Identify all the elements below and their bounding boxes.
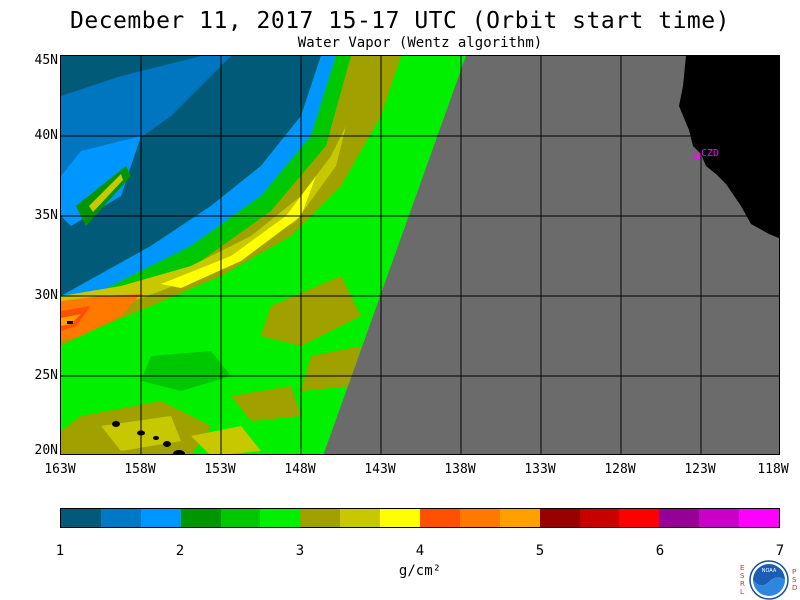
color-scale-label: 5 bbox=[535, 543, 545, 559]
lon-tick-label: 138W bbox=[444, 462, 476, 477]
color-scale-label: 6 bbox=[655, 543, 665, 559]
logo-letter: S bbox=[792, 576, 797, 584]
color-scale-swatch bbox=[220, 509, 261, 527]
logo-letter: E bbox=[740, 564, 745, 572]
lon-tick-label: 153W bbox=[204, 462, 236, 477]
lon-tick-label: 128W bbox=[604, 462, 636, 477]
color-scale-label: 3 bbox=[295, 543, 305, 559]
color-scale-swatch bbox=[100, 509, 141, 527]
hawaii-islands bbox=[67, 321, 185, 454]
color-scale-swatch bbox=[380, 509, 421, 527]
color-scale-swatch bbox=[579, 509, 620, 527]
color-scale-swatch bbox=[340, 509, 381, 527]
color-scale-swatch bbox=[499, 509, 540, 527]
color-scale-label: 1 bbox=[55, 543, 65, 559]
color-scale-swatch bbox=[420, 509, 460, 527]
color-scale-swatch bbox=[619, 509, 660, 527]
land-mass bbox=[679, 56, 779, 239]
color-scale-bar bbox=[60, 508, 780, 528]
color-scale-label: 7 bbox=[775, 543, 785, 559]
station-marker: CZD bbox=[693, 148, 719, 160]
station-label: CZD bbox=[701, 148, 719, 159]
lat-tick-label: 20N bbox=[34, 443, 58, 458]
color-scale-swatch bbox=[300, 509, 341, 527]
color-scale-swatch bbox=[180, 509, 221, 527]
lon-tick-label: 163W bbox=[44, 462, 76, 477]
water-vapor-map: CZD bbox=[60, 55, 780, 455]
lon-tick-label: 158W bbox=[124, 462, 156, 477]
logo-badge-text: NOAA bbox=[762, 568, 777, 574]
lon-tick-label: 123W bbox=[684, 462, 716, 477]
lon-tick-label: 148W bbox=[284, 462, 316, 477]
color-scale-unit: g/cm² bbox=[398, 563, 442, 579]
color-scale-swatch bbox=[739, 509, 780, 527]
color-scale-swatch bbox=[539, 509, 580, 527]
lat-tick-label: 40N bbox=[34, 128, 58, 143]
color-scale-swatch bbox=[140, 509, 181, 527]
color-scale-label: 4 bbox=[415, 543, 425, 559]
logo-letter: P bbox=[792, 568, 797, 576]
lon-tick-label: 143W bbox=[364, 462, 396, 477]
lon-tick-label: 133W bbox=[524, 462, 556, 477]
lat-tick-label: 35N bbox=[34, 208, 58, 223]
logo-letter: R bbox=[740, 580, 745, 588]
graticule bbox=[61, 56, 779, 454]
noaa-logo: E S R L NOAA P S D bbox=[738, 558, 798, 600]
noaa-emblem-icon: NOAA bbox=[749, 560, 789, 600]
lon-tick-label: 118W bbox=[757, 462, 789, 477]
color-scale-swatch bbox=[659, 509, 700, 527]
logo-letter: S bbox=[740, 572, 745, 580]
logo-letter: L bbox=[740, 588, 744, 596]
map-canvas: CZD bbox=[61, 56, 779, 454]
color-scale-swatch bbox=[459, 509, 500, 527]
page-subtitle: Water Vapor (Wentz algorithm) bbox=[297, 35, 543, 51]
lat-tick-label: 30N bbox=[34, 288, 58, 303]
page-title: December 11, 2017 15-17 UTC (Orbit start… bbox=[70, 8, 730, 34]
color-scale-label: 2 bbox=[175, 543, 185, 559]
lat-tick-label: 25N bbox=[34, 368, 58, 383]
color-scale-swatch bbox=[260, 509, 301, 527]
color-scale-swatch bbox=[699, 509, 740, 527]
lat-tick-label: 45N bbox=[34, 53, 58, 68]
color-scale-swatch bbox=[61, 509, 101, 527]
logo-letter: D bbox=[792, 584, 798, 592]
